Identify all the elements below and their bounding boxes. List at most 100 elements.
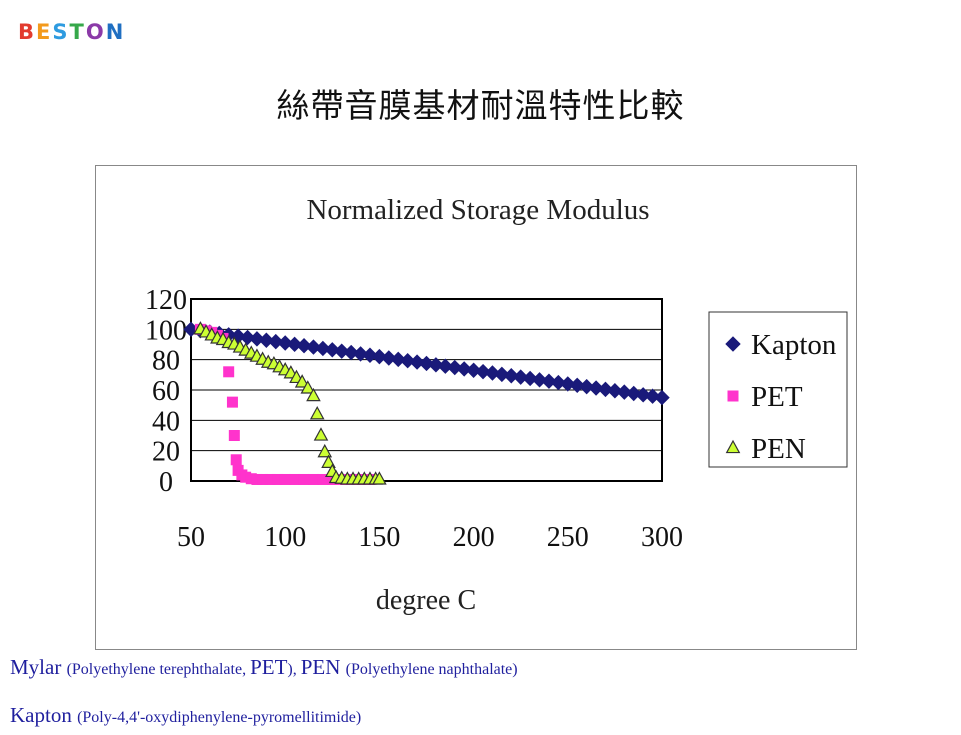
storage-modulus-chart: Normalized Storage Modulus 0204060801001… — [145, 194, 848, 616]
pet-point — [226, 396, 238, 408]
kapton-point — [654, 389, 670, 406]
kapton-point — [390, 351, 406, 368]
kapton-point — [296, 338, 312, 354]
kapton-point — [343, 344, 359, 361]
kapton-point — [286, 336, 303, 353]
pet-point — [251, 473, 263, 485]
kapton-point — [381, 350, 397, 366]
kapton-point — [550, 374, 567, 391]
kapton-point — [607, 383, 623, 399]
pen-point — [321, 454, 336, 468]
slide-title: 絲帶音膜基材耐溫特性比較 — [276, 86, 685, 125]
footnote-segment: (Poly-4,4'-oxydiphenylene-pyromellitimid… — [77, 709, 362, 726]
pet-point — [240, 471, 252, 483]
x-axis-label: degree C — [376, 585, 476, 616]
kapton-point — [428, 357, 444, 373]
beston-logo: BESTON — [18, 20, 125, 44]
y-tick-label: 60 — [152, 376, 180, 407]
kapton-point — [531, 372, 548, 388]
pet-point — [307, 473, 319, 485]
kapton-point — [371, 348, 388, 365]
pet-point — [264, 473, 276, 485]
pet-point — [298, 473, 310, 485]
legend-label: PET — [751, 381, 803, 413]
footnote-segment: Mylar — [10, 655, 67, 679]
kapton-point — [597, 381, 614, 398]
chart-title: Normalized Storage Modulus — [306, 194, 649, 226]
pen-point — [372, 471, 387, 485]
footnote-kapton: Kapton (Poly-4,4'-oxydiphenylene-pyromel… — [10, 703, 361, 728]
pet-point — [279, 473, 291, 485]
x-axis-ticks: 50 100 150 200 250 300 — [177, 522, 683, 553]
y-tick-label: 80 — [152, 346, 180, 377]
pet-point — [289, 473, 301, 485]
kapton-point — [578, 378, 595, 395]
legend-label: PEN — [751, 433, 806, 465]
y-tick-label: 40 — [152, 406, 180, 437]
kapton-point — [352, 346, 369, 362]
pet-legend-marker — [727, 390, 739, 402]
kapton-point — [334, 343, 350, 359]
kapton-point — [465, 362, 482, 378]
footnote-segment: (Polyethylene naphthalate) — [345, 661, 518, 678]
kapton-point — [626, 385, 642, 402]
chart-frame: Normalized Storage Modulus 0 20 40 60 80 100 1… — [95, 165, 857, 650]
series-pen — [193, 321, 387, 485]
kapton-point — [315, 340, 331, 357]
kapton-point — [644, 388, 661, 404]
kapton-point — [635, 387, 651, 403]
kapton-point — [409, 354, 425, 370]
pet-point — [257, 473, 269, 485]
pen-legend-marker — [725, 439, 741, 454]
logo-letter: B — [18, 20, 37, 44]
pet-point — [223, 366, 235, 378]
pen-point — [317, 443, 333, 458]
logo-letter: O — [85, 20, 106, 44]
pen-point — [309, 406, 325, 420]
footnote-mylar-pen: Mylar (Polyethylene terephthalate, PET),… — [10, 655, 518, 680]
kapton-point — [324, 342, 341, 358]
kapton-point — [503, 368, 519, 384]
y-tick-label: 0 — [159, 467, 173, 498]
kapton-point — [494, 366, 510, 383]
y-tick-label: 20 — [152, 437, 180, 468]
kapton-point — [541, 373, 557, 389]
kapton-point — [522, 370, 538, 387]
kapton-point — [447, 359, 463, 376]
kapton-point — [249, 331, 265, 347]
pet-point — [230, 454, 242, 466]
kapton-point — [512, 369, 529, 385]
kapton-point — [399, 353, 416, 369]
footnote-segment: Kapton — [10, 703, 78, 727]
x-tick-label: 50 — [177, 522, 205, 553]
pet-point — [228, 430, 240, 441]
footnote-segment: PET — [250, 655, 288, 679]
kapton-point — [569, 377, 585, 394]
kapton-point — [456, 361, 472, 377]
kapton-point — [277, 335, 293, 351]
x-tick-label: 200 — [453, 522, 495, 553]
logo-letter: N — [105, 20, 126, 44]
kapton-point — [475, 363, 491, 380]
kapton-point — [362, 347, 378, 363]
legend: Kapton PET PEN — [725, 329, 837, 465]
kapton-point — [588, 380, 604, 396]
pen-point — [294, 374, 310, 388]
pen-point — [313, 427, 329, 441]
pet-point — [272, 473, 284, 485]
legend-label: Kapton — [751, 329, 837, 361]
x-tick-label: 300 — [641, 522, 683, 553]
logo-letter: E — [36, 20, 53, 44]
x-tick-label: 100 — [264, 522, 306, 553]
kapton-point — [305, 339, 322, 355]
pen-point — [300, 380, 316, 394]
footnote-segment: PEN — [300, 655, 346, 679]
x-tick-label: 250 — [547, 522, 589, 553]
logo-letter: T — [69, 20, 86, 44]
kapton-point — [560, 376, 576, 392]
kapton-point — [418, 355, 435, 372]
footnote-segment: ), — [287, 661, 301, 678]
kapton-point — [484, 365, 501, 381]
logo-letter: S — [52, 20, 70, 44]
